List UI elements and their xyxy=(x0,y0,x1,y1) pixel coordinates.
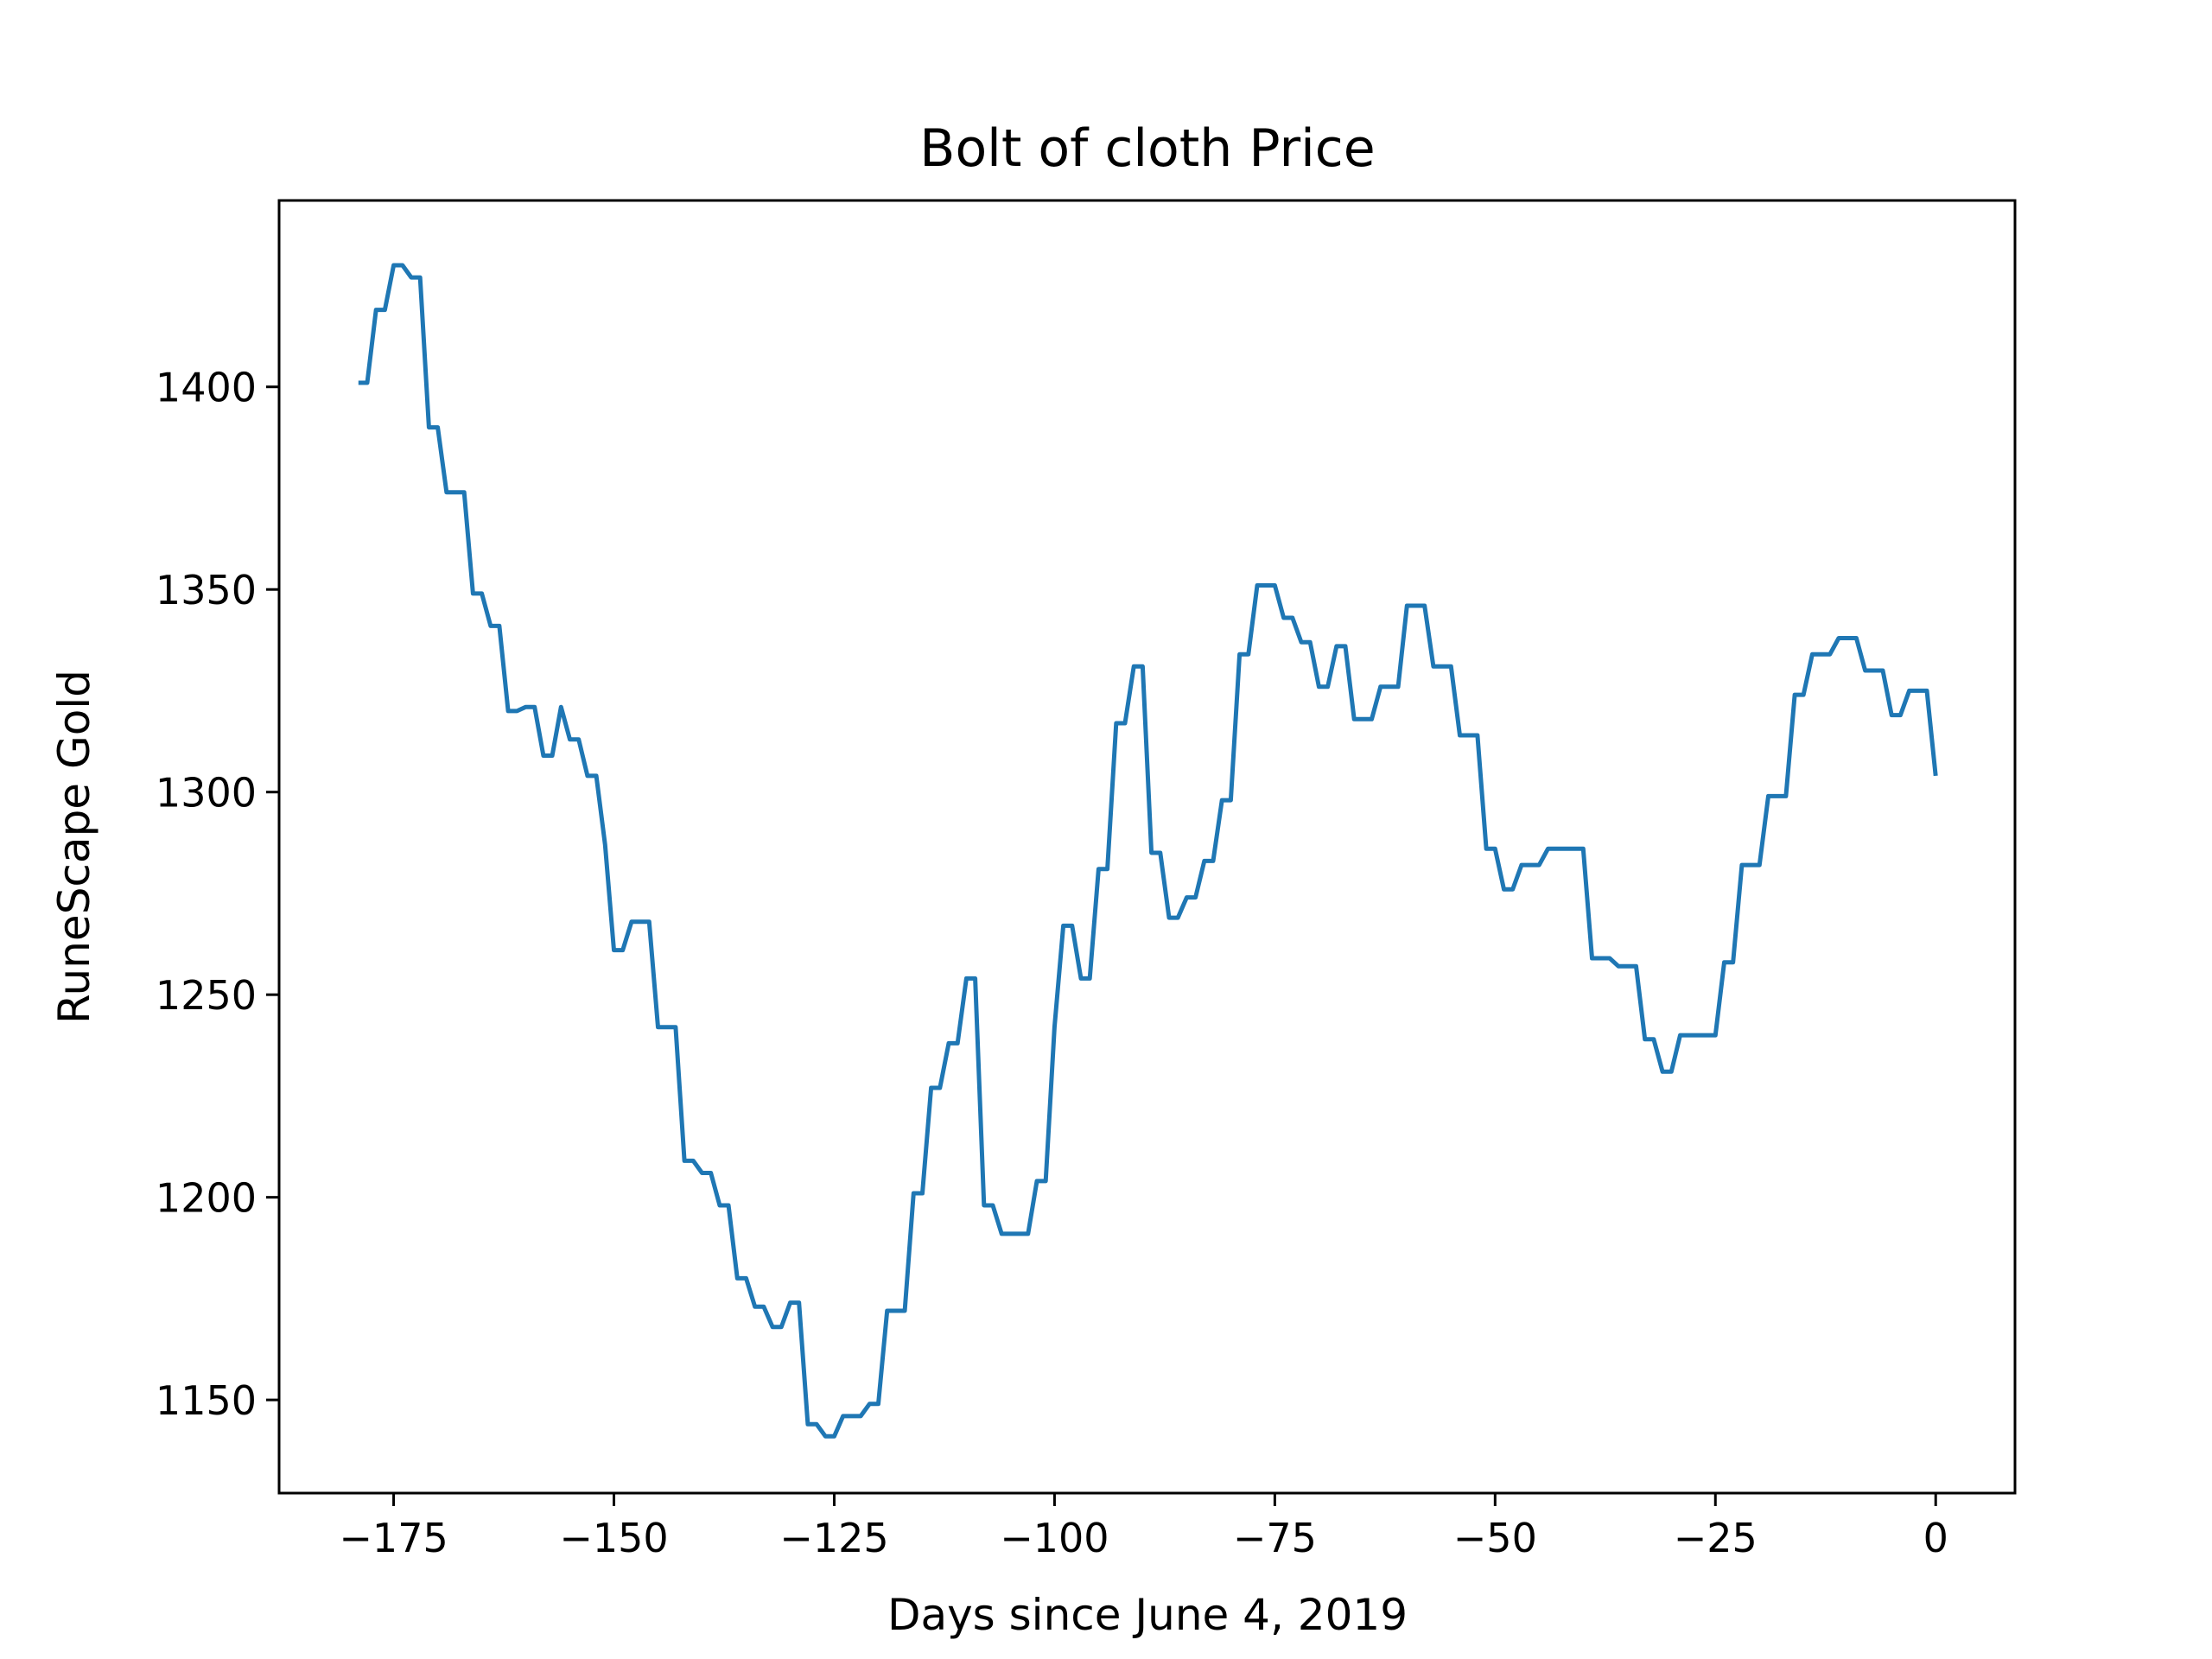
x-tick-label: 0 xyxy=(1923,1515,1948,1561)
x-tick-label: −100 xyxy=(1000,1515,1109,1561)
y-tick-label: 1250 xyxy=(156,972,257,1019)
chart-title: Bolt of cloth Price xyxy=(919,118,1375,179)
axis-ticks: −175 −150 −125 −100 −75 −50 −25 0 1150 1200 1250 13… xyxy=(156,365,1948,1561)
x-tick-label: −50 xyxy=(1453,1515,1537,1561)
x-tick-label: −25 xyxy=(1674,1515,1758,1561)
plot-area-frame xyxy=(277,199,2017,1495)
x-tick-label: −175 xyxy=(339,1515,448,1561)
x-axis-label: Days since June 4, 2019 xyxy=(887,1590,1408,1640)
y-tick-label: 1350 xyxy=(156,567,257,613)
x-tick-label: −150 xyxy=(559,1515,668,1561)
y-axis-label: RuneScape Gold xyxy=(49,670,99,1024)
series-layer xyxy=(358,263,1938,1439)
x-tick-label: −125 xyxy=(779,1515,888,1561)
y-tick-label: 1400 xyxy=(156,365,257,411)
y-tick-label: 1200 xyxy=(156,1175,257,1222)
y-tick-label: 1150 xyxy=(156,1377,257,1424)
y-tick-label: 1300 xyxy=(156,770,257,817)
x-tick-label: −75 xyxy=(1233,1515,1317,1561)
price-series-line xyxy=(358,263,1938,1439)
